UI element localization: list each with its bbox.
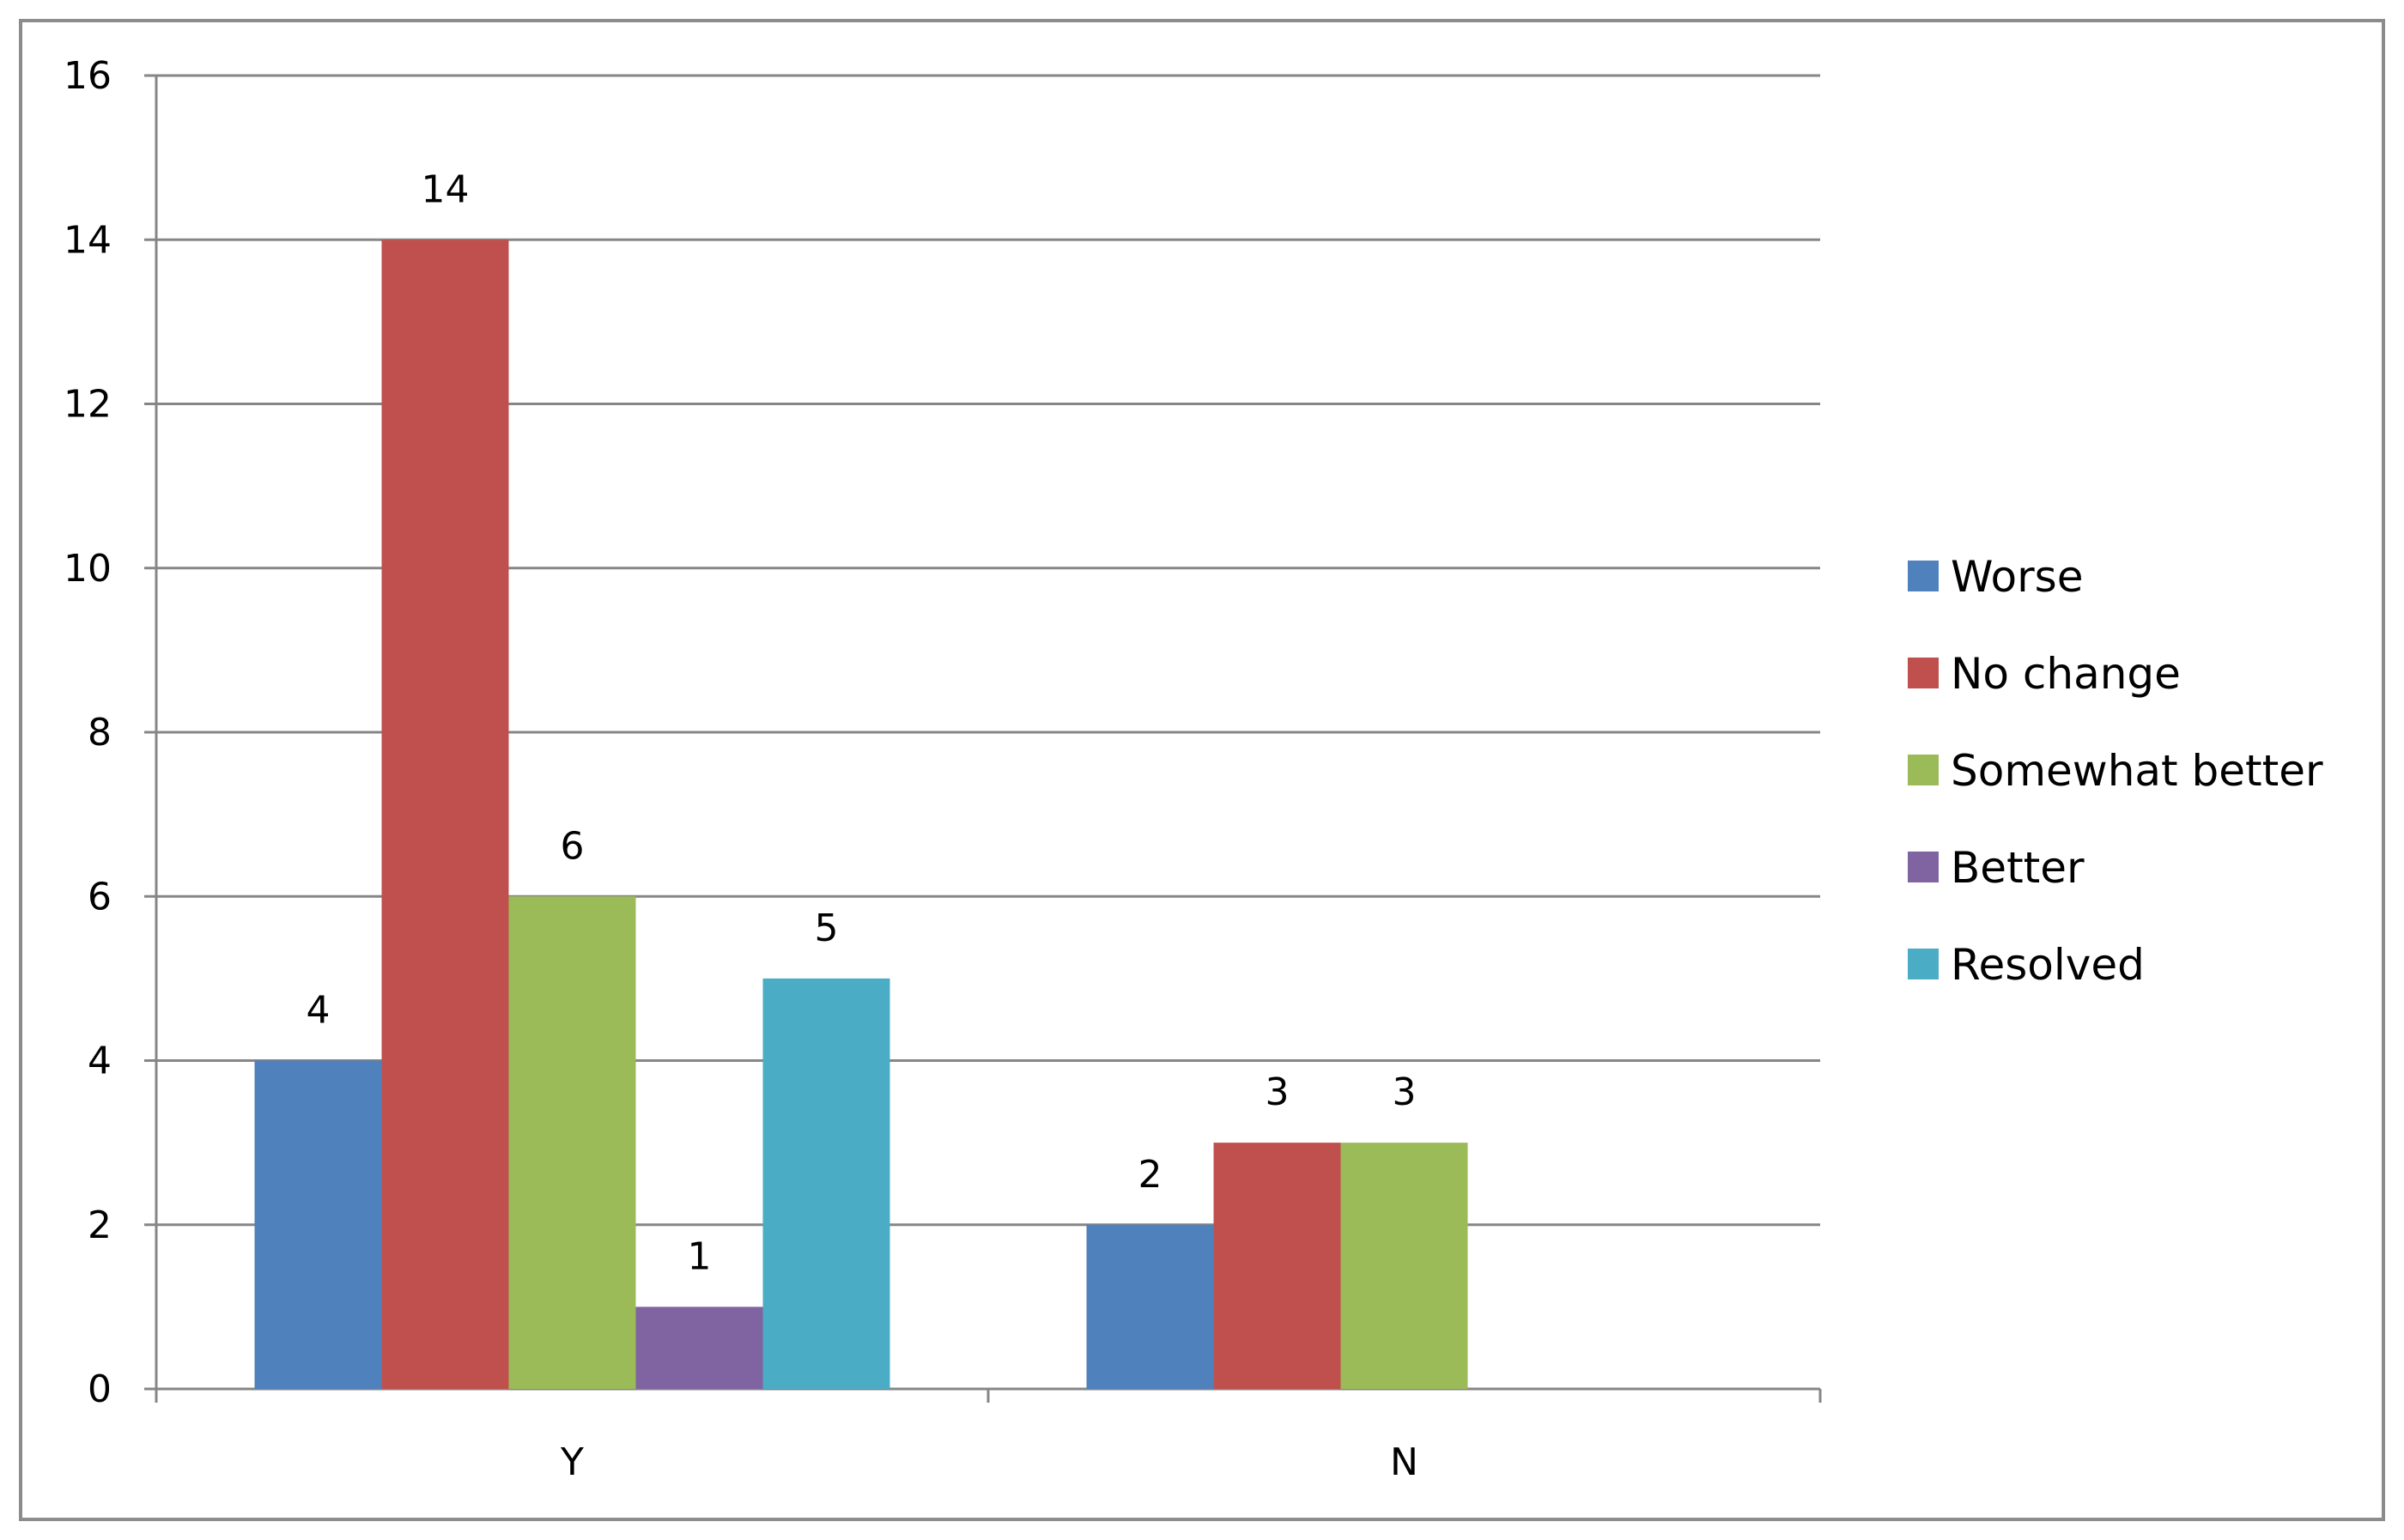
x-tick-label-N: N [1390,1440,1418,1484]
data-label-Y-better: 1 [688,1234,712,1278]
bar-N-worse [1086,1224,1214,1389]
legend-swatch-somewhat-better [1908,755,1939,785]
data-labels: 4 14 6 1 5 2 3 3 [307,167,1417,1278]
bar-Y-worse [254,1060,382,1389]
bar-Y-better [635,1307,763,1389]
data-label-Y-somewhat-better: 6 [561,824,585,868]
legend-swatch-resolved [1908,949,1939,979]
y-tick-label-12: 12 [64,383,112,427]
y-tick-label-4: 4 [88,1040,112,1083]
bar-Y-resolved [762,978,890,1389]
data-label-Y-no-change: 14 [422,167,470,211]
bars [254,239,1468,1389]
y-tick-label-16: 16 [64,54,112,98]
data-label-Y-worse: 4 [307,989,331,1033]
y-tick-label-10: 10 [64,547,112,591]
legend-label-better: Better [1951,843,2085,893]
y-tick-label-0: 0 [88,1367,112,1411]
y-tick-label-8: 8 [88,711,112,755]
y-axis-tick-labels: 0 2 4 6 8 10 12 14 16 [64,54,112,1411]
legend: Worse No change Somewhat better Better Resol… [1908,552,2323,990]
y-tick-label-2: 2 [88,1204,112,1247]
legend-label-somewhat-better: Somewhat better [1951,746,2323,796]
data-label-Y-resolved: 5 [815,906,839,950]
bar-Y-somewhat-better [508,896,636,1389]
data-label-N-no-change: 3 [1266,1070,1290,1114]
legend-label-worse: Worse [1951,552,2083,602]
legend-label-no-change: No change [1951,649,2181,699]
y-tick-label-6: 6 [88,875,112,919]
legend-swatch-no-change [1908,658,1939,688]
legend-label-resolved: Resolved [1951,940,2145,990]
bar-N-no-change [1213,1143,1341,1389]
bar-Y-no-change [381,239,509,1389]
bar-N-somewhat-better [1340,1143,1468,1389]
x-tick-label-Y: Y [560,1440,584,1484]
legend-swatch-worse [1908,561,1939,591]
data-label-N-somewhat-better: 3 [1393,1070,1417,1114]
legend-swatch-better [1908,852,1939,882]
y-tick-label-14: 14 [64,218,112,262]
data-label-N-worse: 2 [1138,1153,1163,1197]
